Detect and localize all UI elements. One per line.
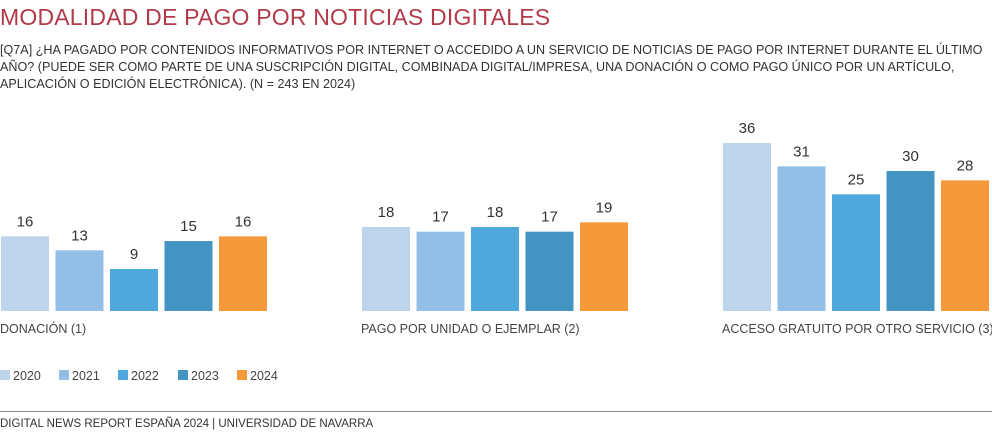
legend-swatch (0, 370, 10, 380)
bar (219, 236, 267, 311)
bar (471, 227, 519, 311)
legend-label: 2023 (191, 369, 219, 383)
category-label: DONACIÓN (1) (0, 321, 86, 336)
data-label: 13 (71, 227, 88, 244)
legend-label: 2020 (13, 369, 41, 383)
data-label: 36 (739, 120, 756, 137)
data-label: 17 (541, 209, 558, 226)
legend-label: 2024 (250, 369, 278, 383)
footer-source: DIGITAL NEWS REPORT ESPAÑA 2024 | UNIVER… (0, 418, 374, 430)
data-label: 25 (848, 171, 865, 188)
bar (362, 227, 410, 311)
chart-title: MODALIDAD DE PAGO POR NOTICIAS DIGITALES (0, 4, 551, 30)
data-label: 31 (793, 143, 810, 160)
bar (832, 194, 880, 311)
footer-divider (0, 411, 992, 412)
category-label: ACCESO GRATUITO POR OTRO SERVICIO (3) (722, 322, 992, 336)
category-label: PAGO POR UNIDAD O EJEMPLAR (2) (361, 322, 580, 336)
bar (941, 180, 989, 311)
legend-swatch (59, 370, 69, 380)
data-label: 19 (596, 199, 613, 216)
data-label: 15 (180, 218, 197, 235)
bar (886, 171, 935, 311)
legend-label: 2022 (131, 369, 159, 383)
data-label: 16 (235, 213, 252, 230)
bar (1, 236, 49, 311)
legend-label: 2021 (72, 369, 100, 383)
data-label: 18 (378, 204, 395, 221)
bar (110, 269, 158, 311)
bar (525, 231, 574, 311)
bar (164, 241, 213, 311)
data-label: 9 (130, 246, 138, 263)
bar (580, 222, 628, 311)
legend-swatch (178, 370, 188, 380)
data-label: 16 (17, 213, 34, 230)
bar (777, 166, 826, 311)
data-label: 17 (432, 209, 449, 226)
bar (723, 143, 771, 311)
bar-chart: 16 13 9 15 16 DONACIÓN (1) 18 17 18 17 19 PAGO POR … (0, 120, 992, 383)
question-text: [Q7A] ¿HA PAGADO POR CONTENIDOS INFORMAT… (0, 43, 983, 91)
legend-swatch (118, 370, 128, 380)
bar (55, 250, 104, 311)
data-label: 18 (487, 204, 504, 221)
legend-swatch (237, 370, 247, 380)
data-label: 30 (902, 148, 919, 165)
bar (416, 231, 465, 311)
data-label: 28 (957, 157, 974, 174)
